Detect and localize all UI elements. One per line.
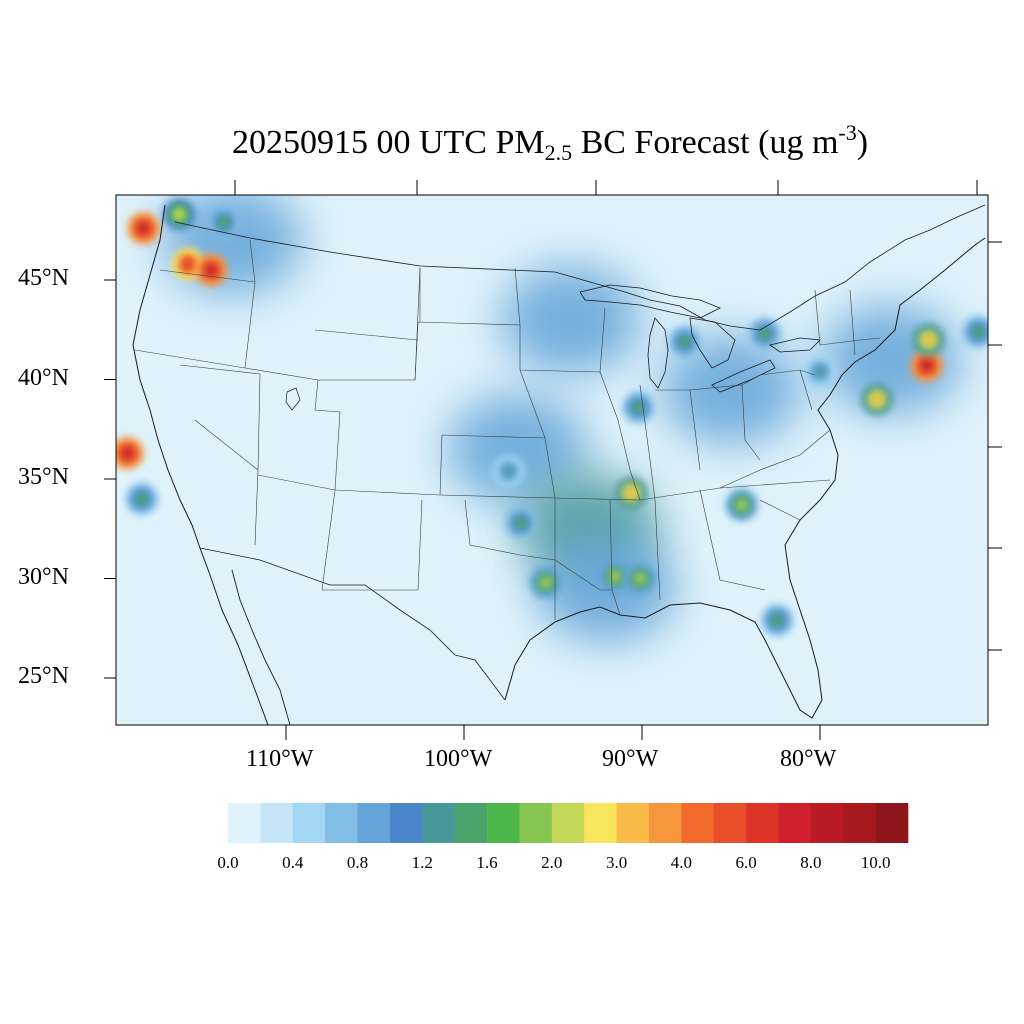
axis-ticks [104,180,1002,740]
colorbar-swatch [648,803,682,843]
plume-central-plains-plume [447,394,588,505]
plume-upper-midwest-plume [500,264,641,375]
hotspot-houston [529,566,562,599]
mexico-border [199,547,506,701]
hotspot-sequoia-fire [116,437,144,470]
colorbar-tick-label: 10.0 [860,853,891,872]
hotspot-chicago [668,325,701,358]
longitude-label: 110°W [246,746,314,772]
hotspot-louisiana-coast [599,560,632,593]
hotspot-new-york [910,349,943,382]
hotspot-new-orleans [624,562,657,595]
colorbar-swatch [713,803,747,843]
hotspot-oklahoma [492,455,525,488]
colorbar-swatch [357,803,391,843]
boundaries-layer [132,204,986,725]
map-title: 20250915 00 UTC PM2.5 BC Forecast (ug m-… [231,120,869,165]
hotspot-western-montana [207,206,240,239]
gulf-coastline [504,602,823,719]
colorbar [228,803,909,843]
hotspot-washington-fire [127,212,160,245]
colorbar-swatch [616,803,650,843]
lake-erie [711,359,776,393]
hotspot-detroit [748,317,781,350]
colorbar-swatch [584,803,617,843]
colorbar-tick-label: 8.0 [800,853,822,872]
latitude-label: 30°N [18,563,69,590]
hotspot-atlanta [725,488,758,521]
colorbar-tick-label: 4.0 [670,853,692,872]
colorbar-swatch [260,803,294,843]
hotspot-dallas [504,506,537,539]
lake-superior [579,284,721,319]
longitude-label: 80°W [780,746,837,772]
colorbar-tick-label: 0.0 [217,853,239,872]
lake-michigan [647,317,669,389]
latitude-label: 35°N [18,464,69,490]
colorbar-tick-label: 1.6 [476,853,498,872]
hotspot-idaho-montana-border [195,254,228,287]
colorbar-swatch [519,803,553,843]
hotspot-boston [962,315,988,348]
colorbar-swatch [843,803,876,843]
state-lines-layer [134,239,881,620]
colorbar-tick-label: 1.2 [411,853,433,872]
lake-huron [689,317,736,369]
colorbar-tick-label: 0.8 [346,853,369,872]
hotspot-st-louis [622,391,655,424]
colorbar-swatch [746,803,779,843]
lake-ontario [769,337,821,353]
colorbar-tick-label: 2.0 [541,853,563,872]
colorbar-swatch [551,803,585,843]
colorbar-swatch [810,803,844,843]
hotspot-los-angeles [125,482,158,515]
colorbar-swatch [325,803,358,843]
map-frame [115,194,989,726]
colorbar-swatch [778,803,812,843]
hotspot-northern-idaho [163,198,196,231]
pacific-coastline [132,204,269,725]
latitude-label: 40°N [18,364,69,391]
colorbar-swatch [681,803,715,843]
colorbar-swatch [487,803,520,843]
colorbar-swatch [228,803,261,843]
longitude-label: 100°W [424,746,493,772]
colorbar-swatch [875,803,909,843]
hotspot-layer [116,198,988,637]
colorbar-tick-label: 3.0 [605,853,628,872]
hotspot-baltimore-washington [860,383,893,416]
longitude-label: 90°W [602,746,659,772]
colorbar-swatch [389,803,423,843]
colorbar-tick-label: 0.4 [282,853,304,872]
colorbar-swatch [422,803,455,843]
baja-coastline [231,569,291,725]
latitude-label: 45°N [18,265,69,291]
great-salt-lake [285,387,301,411]
hotspot-northern-new-jersey [912,323,945,356]
hotspot-pittsburgh [804,355,836,388]
colorbar-swatch [454,803,488,843]
latitude-label: 25°N [18,663,69,689]
hotspot-tampa [761,604,794,637]
colorbar-swatch [292,803,326,843]
hotspot-arkansas-delta [615,476,648,509]
colorbar-tick-label: 6.0 [735,853,757,872]
